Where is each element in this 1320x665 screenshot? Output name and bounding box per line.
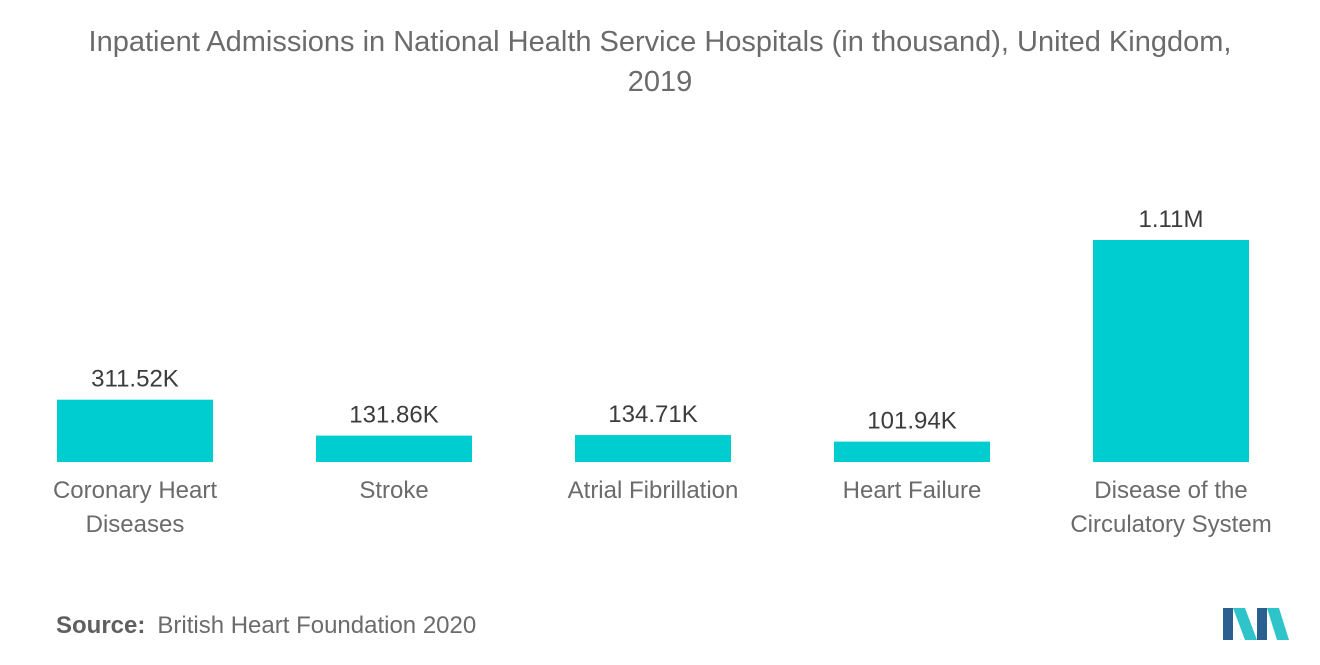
bar-value-label-4: 1.11M bbox=[1139, 206, 1204, 233]
logo-middle-stroke bbox=[1257, 608, 1267, 640]
source-text: British Heart Foundation 2020 bbox=[157, 612, 477, 639]
logo-diagonal-1 bbox=[1233, 608, 1257, 640]
category-label-4-line-1: Circulatory System bbox=[1070, 511, 1271, 538]
chart-title-line-1: Inpatient Admissions in National Health … bbox=[88, 26, 1232, 58]
logo-diagonal-2 bbox=[1267, 608, 1289, 640]
bar-2 bbox=[575, 435, 731, 462]
logo-left-stroke bbox=[1223, 608, 1233, 640]
category-label-1-line-0: Stroke bbox=[359, 477, 428, 504]
category-label-0-line-0: Coronary Heart bbox=[53, 477, 217, 504]
bar-0 bbox=[57, 399, 213, 462]
bar-3 bbox=[834, 441, 990, 462]
bar-value-label-0: 311.52K bbox=[91, 366, 179, 393]
bar-value-label-2: 134.71K bbox=[608, 401, 697, 428]
chart-title: Inpatient Admissions in National Health … bbox=[0, 22, 1320, 102]
category-label-3-line-0: Heart Failure bbox=[843, 477, 982, 504]
category-label-2-line-0: Atrial Fibrillation bbox=[568, 477, 739, 504]
mordor-intelligence-logo-icon bbox=[1223, 608, 1289, 640]
bar-value-label-3: 101.94K bbox=[867, 408, 956, 435]
bars-layer: 311.52K Coronary Heart Diseases 131.86K Stro… bbox=[53, 206, 1272, 538]
category-label-0-line-1: Diseases bbox=[86, 511, 185, 538]
bar-1 bbox=[316, 435, 472, 462]
chart-title-line-2: 2019 bbox=[627, 66, 693, 98]
source-note: Source: British Heart Foundation 2020 bbox=[56, 612, 476, 640]
category-label-4-line-0: Disease of the bbox=[1094, 477, 1247, 504]
bar-value-label-1: 131.86K bbox=[349, 402, 438, 429]
source-label: Source: bbox=[56, 612, 146, 639]
bar-4 bbox=[1093, 240, 1249, 462]
